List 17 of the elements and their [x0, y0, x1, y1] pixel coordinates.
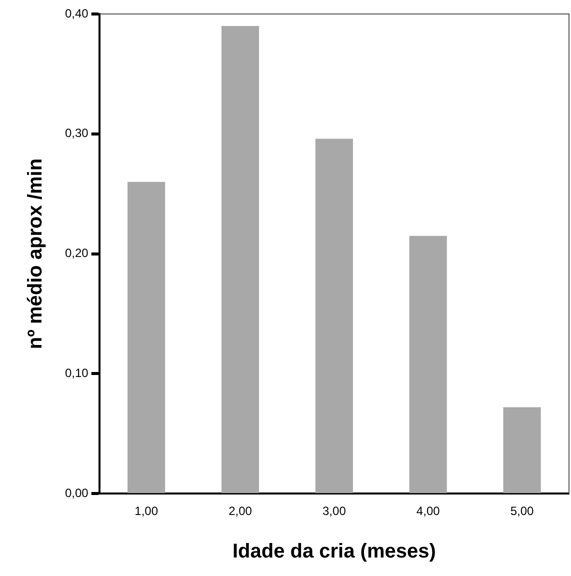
bar — [503, 407, 541, 494]
y-tick-label: 0,20 — [64, 246, 89, 260]
bar — [221, 26, 260, 494]
x-axis-title: Idade da cria (meses) — [232, 540, 436, 563]
x-tick-label: 1,00 — [134, 504, 158, 518]
x-tick-label: 5,00 — [510, 504, 534, 518]
y-tick-label: 0,00 — [64, 486, 89, 500]
bar — [128, 182, 166, 494]
x-tick-label: 3,00 — [322, 504, 346, 518]
y-tick-label: 0,10 — [64, 366, 89, 380]
bar — [315, 138, 353, 494]
x-tick-label: 2,00 — [228, 504, 252, 518]
y-axis-title: nº médio aprox /min — [24, 158, 47, 350]
bar — [409, 236, 447, 494]
y-tick-label: 0,30 — [64, 126, 89, 140]
y-tick-label: 0,40 — [64, 6, 89, 20]
x-tick-label: 4,00 — [416, 504, 440, 518]
